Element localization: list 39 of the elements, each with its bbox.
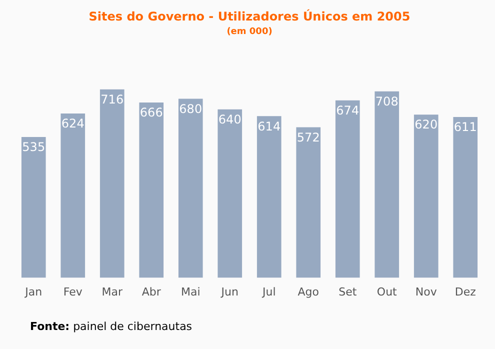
source-note: Fonte: painel de cibernautas (30, 320, 192, 333)
x-tick-label: Mar (102, 285, 123, 298)
bar (139, 102, 164, 278)
data-label: 535 (22, 140, 46, 154)
data-label: 666 (140, 106, 163, 120)
x-tick-label: Mai (180, 285, 200, 298)
x-tick-label: Jul (261, 285, 276, 298)
bar (256, 116, 282, 278)
data-label: 620 (414, 118, 438, 132)
data-label: 572 (296, 130, 320, 144)
data-label: 680 (179, 102, 202, 116)
bar (296, 127, 321, 278)
x-tick-label: Set (338, 285, 358, 298)
data-label: 614 (258, 119, 281, 134)
x-tick-label: Jun (220, 285, 238, 298)
data-label: 624 (61, 116, 84, 131)
x-tick-label: Out (376, 285, 398, 298)
bar (178, 98, 203, 278)
data-label: 640 (218, 112, 242, 126)
x-tick-label: Fev (63, 285, 83, 298)
x-tick-label: Abr (142, 285, 162, 298)
x-tick-label: Nov (415, 285, 438, 298)
x-tick-label: Dez (454, 285, 476, 298)
x-tick-label: Ago (298, 285, 320, 298)
bar (374, 91, 400, 278)
data-label: 611 (454, 120, 477, 134)
data-label: 716 (100, 92, 124, 106)
bar (21, 136, 46, 278)
data-label: 674 (336, 103, 360, 118)
bar (335, 100, 360, 278)
chart-title: Sites do Governo - Utilizadores Únicos em 2005 (88, 8, 410, 24)
x-tick-label: Jan (24, 285, 42, 298)
bar (60, 114, 86, 278)
data-label: 708 (375, 94, 398, 109)
bar (218, 109, 242, 278)
bar (453, 116, 478, 278)
chart-subtitle: (em 000) (226, 27, 272, 38)
bar (100, 89, 124, 278)
bar (414, 114, 438, 278)
